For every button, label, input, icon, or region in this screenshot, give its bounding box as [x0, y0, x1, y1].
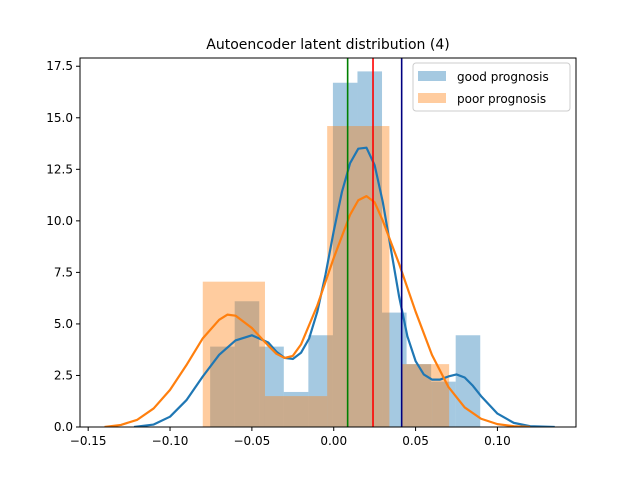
axes-frame	[79, 57, 577, 428]
legend-label-0: good prognosis	[457, 70, 549, 84]
histogram-bar-poor-2	[327, 126, 390, 427]
x-tick-label-2: −0.05	[233, 434, 270, 448]
y-tick-label-4: 10.0	[46, 214, 73, 228]
y-tick-label-6: 15.0	[46, 111, 73, 125]
x-tick-label-5: 0.10	[484, 434, 511, 448]
histogram-bar-poor-1	[264, 396, 328, 427]
y-tick-label-1: 2.5	[54, 368, 73, 382]
histogram-bar-poor-4	[401, 364, 433, 427]
histogram-bar-good-7	[382, 312, 407, 427]
plot-area: −0.15 −0.10 −0.05 0.00 0.05 0.10 0.0 2.5 5.0 7.5 1…	[46, 57, 577, 448]
y-tick-label-0: 0.0	[54, 420, 73, 434]
legend-swatch-0	[418, 71, 446, 81]
y-tick-label-3: 7.5	[54, 265, 73, 279]
x-tick-label-4: 0.05	[402, 434, 429, 448]
histogram-bar-good-8	[406, 364, 432, 427]
legend-label-1: poor prognosis	[457, 92, 546, 106]
x-tick-label-1: −0.10	[152, 434, 189, 448]
histogram-bar-good-4	[308, 335, 333, 427]
x-tick-label-0: −0.15	[70, 434, 107, 448]
legend: good prognosis poor prognosis	[412, 62, 571, 112]
histogram-bar-good-3	[283, 391, 309, 427]
histogram-bar-good-1	[234, 301, 260, 427]
x-tick-label-3: 0.00	[320, 434, 347, 448]
y-tick-label-2: 5.0	[54, 317, 73, 331]
y-tick-label-5: 12.5	[46, 162, 73, 176]
histogram-bar-good-5	[332, 82, 358, 427]
kde-curve-good	[133, 146, 555, 427]
histogram-bar-poor-0	[202, 281, 265, 427]
chart-title: Autoencoder latent distribution (4)	[206, 37, 449, 53]
legend-swatch-1	[418, 93, 446, 103]
histogram-bar-good-6	[357, 71, 383, 427]
y-tick-label-7: 17.5	[46, 59, 73, 73]
histogram-bar-good-2	[259, 346, 284, 427]
kde-curve-poor	[104, 195, 531, 427]
legend-box	[412, 62, 571, 112]
plot-content	[104, 58, 555, 427]
